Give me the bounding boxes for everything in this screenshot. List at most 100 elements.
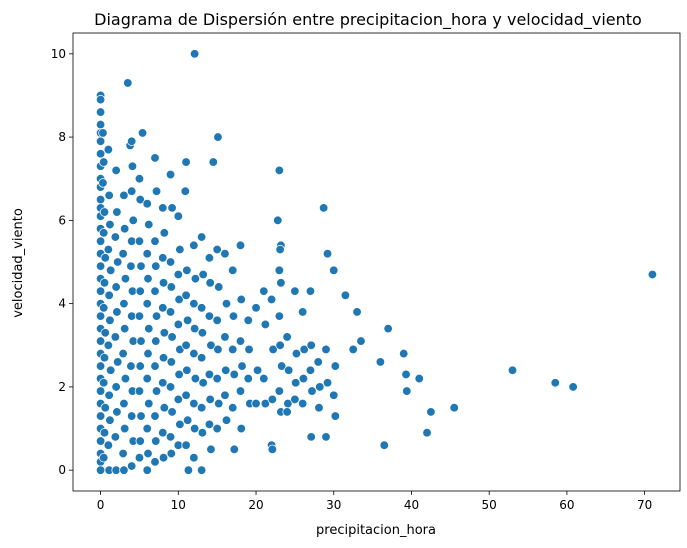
scatter-point xyxy=(136,261,146,271)
plot-frame xyxy=(72,32,681,492)
scatter-point xyxy=(236,294,246,305)
scatter-point xyxy=(449,403,459,413)
scatter-point xyxy=(111,282,121,292)
scatter-point xyxy=(352,307,362,317)
scatter-point xyxy=(267,444,278,455)
scatter-point xyxy=(134,453,145,463)
scatter-point xyxy=(95,361,106,371)
scatter-point xyxy=(95,336,106,346)
scatter-point xyxy=(189,240,199,251)
scatter-point xyxy=(150,411,160,421)
x-tick-label: 40 xyxy=(404,498,419,512)
scatter-point xyxy=(297,398,308,409)
scatter-point xyxy=(110,432,121,442)
scatter-point xyxy=(251,303,261,313)
scatter-point xyxy=(166,282,176,292)
scatter-point xyxy=(206,444,216,455)
scatter-point xyxy=(197,428,208,438)
scatter-point xyxy=(212,315,222,325)
scatter-point xyxy=(159,228,169,238)
scatter-point xyxy=(273,215,283,226)
scatter-point xyxy=(235,386,246,396)
scatter-point xyxy=(120,323,130,334)
scatter-point xyxy=(204,311,215,321)
scatter-point xyxy=(142,373,152,384)
y-tick-label: 0 xyxy=(58,463,66,477)
scatter-point xyxy=(297,307,308,317)
scatter-point xyxy=(330,411,340,421)
scatter-point xyxy=(568,382,578,392)
scatter-point xyxy=(206,340,216,350)
scatter-point xyxy=(208,157,218,167)
scatter-point xyxy=(103,340,114,350)
scatter-point xyxy=(95,94,106,105)
scatter-point xyxy=(165,307,176,317)
scatter-point xyxy=(127,311,137,321)
scatter-point xyxy=(229,444,239,455)
scatter-point xyxy=(329,390,339,400)
scatter-point xyxy=(318,203,329,213)
scatter-point xyxy=(237,361,247,371)
scatter-point xyxy=(150,457,160,467)
scatter-point xyxy=(151,311,162,321)
scatter-point xyxy=(260,398,271,409)
scatter-point xyxy=(321,344,331,355)
scatter-point xyxy=(182,265,192,276)
scatter-point xyxy=(113,357,123,367)
y-axis-label: velocidad_viento xyxy=(11,208,26,318)
scatter-point xyxy=(173,440,183,450)
scatter-point xyxy=(348,344,358,355)
scatter-point xyxy=(103,144,114,155)
scatter-point xyxy=(298,373,309,384)
scatter-point xyxy=(330,361,340,371)
scatter-point xyxy=(383,323,393,334)
scatter-point xyxy=(127,461,137,471)
scatter-point xyxy=(196,303,207,313)
scatter-point xyxy=(95,436,106,446)
scatter-point xyxy=(158,353,169,363)
scatter-point xyxy=(104,190,114,201)
scatter-point xyxy=(305,286,316,296)
scatter-point xyxy=(402,386,412,396)
x-tick-label: 20 xyxy=(248,498,263,512)
scatter-point xyxy=(290,378,301,388)
scatter-point xyxy=(507,365,518,375)
scatter-point xyxy=(158,203,168,213)
scatter-point xyxy=(221,365,231,375)
scatter-point xyxy=(137,128,148,138)
scatter-point xyxy=(99,428,110,438)
scatter-point xyxy=(314,403,324,413)
scatter-point xyxy=(243,315,253,325)
scatter-point xyxy=(158,453,169,463)
scatter-point xyxy=(106,265,116,276)
scatter-point xyxy=(290,286,300,296)
scatter-point xyxy=(158,278,169,288)
scatter-point xyxy=(313,357,323,367)
scatter-point xyxy=(112,407,122,417)
x-tick-label: 60 xyxy=(559,498,574,512)
scatter-point xyxy=(104,290,114,300)
scatter-point xyxy=(143,273,153,284)
scatter-point xyxy=(282,332,292,342)
scatter-point xyxy=(277,361,287,371)
scatter-point xyxy=(142,298,152,309)
scatter-point xyxy=(99,278,110,288)
scatter-point xyxy=(189,323,200,334)
scatter-point xyxy=(167,407,177,417)
scatter-point xyxy=(99,353,110,363)
scatter-point xyxy=(182,315,193,325)
scatter-point xyxy=(189,348,199,359)
scatter-point xyxy=(127,161,138,171)
scatter-point xyxy=(110,332,121,342)
scatter-point xyxy=(181,290,191,300)
scatter-point xyxy=(204,369,215,380)
scatter-point xyxy=(95,386,106,396)
scatter-point xyxy=(213,344,223,355)
scatter-point xyxy=(127,136,137,146)
scatter-point xyxy=(151,261,161,271)
scatter-point xyxy=(306,340,316,350)
scatter-point xyxy=(340,290,351,300)
scatter-point xyxy=(165,382,176,392)
scatter-point xyxy=(214,398,224,409)
scatter-point xyxy=(99,207,110,217)
